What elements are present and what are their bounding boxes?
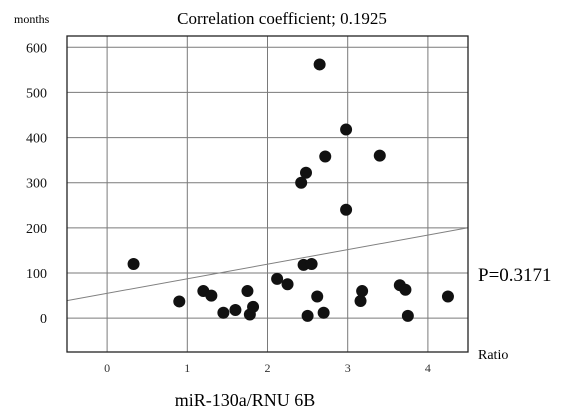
y-tick-labels: 0 100 200 300 400 500 600 (26, 41, 47, 327)
x-tick-labels: 0 1 2 3 4 (104, 361, 431, 375)
data-point (340, 203, 353, 216)
data-point (313, 58, 326, 71)
data-point (241, 285, 254, 298)
data-point (311, 290, 324, 303)
y-tick-label: 500 (26, 86, 47, 101)
data-point (373, 149, 386, 162)
grid (67, 36, 468, 352)
x-tick-label: 1 (184, 361, 190, 375)
data-point (173, 295, 186, 308)
data-point (441, 290, 454, 303)
data-point (301, 309, 314, 322)
data-point (305, 257, 318, 270)
x-tick-label: 3 (345, 361, 351, 375)
y-tick-label: 400 (26, 132, 47, 147)
x-tick-label: 0 (104, 361, 110, 375)
chart-title: Correlation coefficient; 0.1925 (177, 9, 387, 28)
data-point (401, 309, 414, 322)
data-point (319, 150, 332, 163)
data-point (356, 285, 369, 298)
x-tick-label: 4 (425, 361, 431, 375)
x-tick-label: 2 (265, 361, 271, 375)
y-tick-label: 600 (26, 41, 47, 56)
data-point (205, 289, 218, 302)
trend-line (66, 227, 469, 302)
data-point (247, 300, 260, 313)
data-point (281, 278, 294, 291)
data-points (127, 58, 454, 322)
data-point (127, 257, 140, 270)
data-point (317, 306, 330, 319)
plot-frame (66, 35, 469, 353)
y-unit-label: months (14, 12, 50, 26)
x-axis-label: miR-130a/RNU 6B (175, 390, 316, 410)
data-point (354, 294, 367, 307)
p-value-annotation: P=0.3171 (478, 265, 552, 286)
y-tick-label: 200 (26, 222, 47, 237)
data-point (399, 283, 412, 296)
y-tick-label: 0 (40, 312, 47, 327)
x-unit-label: Ratio (478, 348, 508, 363)
data-point (229, 304, 242, 317)
data-point (217, 306, 230, 319)
y-tick-label: 300 (26, 177, 47, 192)
y-tick-label: 100 (26, 267, 47, 282)
data-point (271, 272, 284, 285)
data-point (299, 166, 312, 179)
data-point (340, 123, 353, 136)
data-point (295, 176, 308, 189)
